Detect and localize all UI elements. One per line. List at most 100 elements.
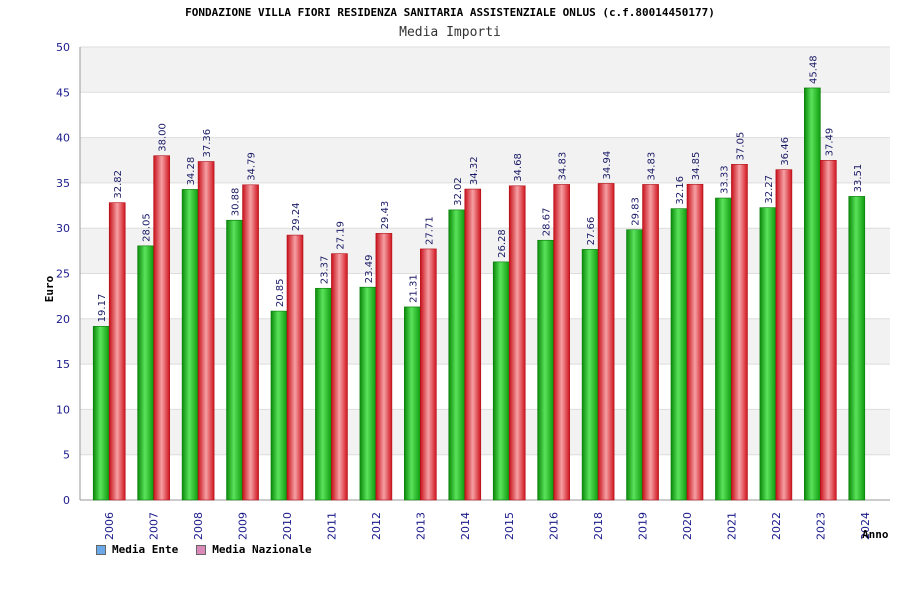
bar-media-nazionale: [731, 164, 748, 501]
x-tick-label: 2021: [725, 512, 738, 540]
y-tick-label: 15: [56, 358, 70, 371]
x-tick-label: 2013: [414, 512, 427, 540]
x-tick-label: 2019: [637, 512, 650, 540]
y-tick-label: 30: [56, 222, 70, 235]
data-label: 34.85: [691, 152, 702, 181]
y-tick-label: 35: [56, 177, 70, 190]
x-tick-label: 2024: [859, 512, 872, 540]
data-label: 29.24: [291, 202, 302, 231]
grid-band: [80, 318, 890, 365]
bar-media-ente: [226, 219, 243, 501]
y-tick-label: 10: [56, 403, 70, 416]
y-tick-label: 25: [56, 268, 70, 281]
x-tick-label: 2008: [192, 512, 205, 540]
bar-media-nazionale: [775, 169, 793, 501]
data-label: 33.51: [853, 164, 864, 193]
y-tick-label: 5: [63, 449, 70, 462]
x-tick-label: 2023: [814, 512, 827, 540]
bar-media-nazionale: [242, 184, 259, 501]
bar-media-ente: [181, 189, 199, 501]
grid-band: [80, 47, 890, 93]
bar-media-nazionale: [331, 253, 348, 501]
bar-media-ente: [404, 306, 421, 501]
bar-media-nazionale: [597, 183, 615, 501]
data-label: 34.94: [602, 151, 613, 180]
legend-item-media-nazionale: Media Nazionale: [196, 543, 312, 556]
grid-band: [80, 137, 890, 183]
y-tick-label: 50: [56, 41, 70, 54]
data-label: 29.43: [380, 201, 391, 230]
data-label: 37.49: [824, 128, 835, 157]
grid-band: [80, 409, 890, 455]
bar-media-ente: [804, 87, 821, 501]
grid-band: [80, 273, 890, 319]
legend-item-media-ente: Media Ente: [96, 543, 178, 556]
data-label: 33.33: [719, 165, 730, 194]
bar-media-ente: [448, 209, 466, 501]
y-axis-ticks: 0 5 10 15 20 25 30 35 40 45 50: [56, 41, 70, 507]
bar-media-nazionale: [508, 185, 526, 501]
grid-band: [80, 92, 890, 138]
bar-media-ente: [492, 261, 510, 501]
data-label: 34.83: [647, 152, 658, 181]
data-label: 37.36: [202, 129, 213, 158]
bar-media-ente: [359, 286, 377, 501]
data-label: 38.00: [158, 123, 169, 152]
bars: [92, 87, 866, 501]
bar-media-nazionale: [286, 234, 304, 501]
y-axis-label: Euro: [43, 275, 56, 302]
x-tick-label: 2020: [681, 512, 694, 540]
data-label: 34.79: [247, 152, 258, 181]
data-label: 27.19: [335, 221, 346, 250]
data-labels: 19.17 32.82 28.05 38.00 34.28 37.36 30.88 34.79…: [97, 55, 864, 322]
bar-media-nazionale: [197, 161, 215, 501]
bar-media-ente: [670, 208, 688, 501]
legend: Media Ente Media Nazionale: [96, 543, 312, 556]
bar-media-ente: [626, 229, 643, 501]
x-tick-label: 2012: [370, 512, 383, 540]
grid-band: [80, 364, 890, 410]
bar-media-nazionale: [820, 160, 837, 501]
x-tick-label: 2016: [548, 512, 561, 540]
grid-bands: [80, 47, 890, 500]
x-tick-label: 2007: [148, 512, 161, 540]
data-label: 28.05: [142, 213, 153, 242]
data-label: 32.82: [113, 170, 124, 199]
grid-lines: [79, 46, 890, 501]
data-label: 27.66: [586, 217, 597, 246]
x-tick-label: 2010: [281, 512, 294, 540]
data-label: 19.17: [97, 294, 108, 323]
data-label: 36.46: [780, 137, 791, 166]
x-tick-label: 2014: [459, 512, 472, 540]
data-label: 45.48: [808, 55, 819, 84]
bar-media-ente: [848, 196, 866, 501]
legend-swatch: [96, 544, 106, 555]
grid-band: [80, 182, 890, 229]
data-label: 37.05: [735, 132, 746, 161]
data-label: 26.28: [497, 229, 508, 258]
bar-media-nazionale: [420, 248, 437, 501]
data-label: 34.68: [513, 153, 524, 182]
data-label: 32.27: [764, 175, 775, 204]
chart-subtitle: Media Importi: [399, 25, 501, 40]
x-tick-label: 2009: [237, 512, 250, 540]
bar-media-nazionale: [642, 184, 659, 501]
data-label: 29.83: [631, 197, 642, 226]
x-tick-label: 2022: [770, 512, 783, 540]
legend-swatch: [196, 544, 207, 555]
y-tick-label: 40: [56, 132, 70, 145]
data-label: 32.02: [453, 177, 464, 206]
bar-media-ente: [315, 287, 332, 501]
x-tick-label: 2015: [503, 512, 516, 540]
data-label: 27.71: [424, 216, 435, 245]
y-tick-label: 45: [56, 86, 70, 99]
bar-media-nazionale: [153, 155, 170, 501]
grid-band: [80, 454, 890, 500]
bar-media-ente: [715, 197, 732, 501]
bar-media-nazionale: [686, 183, 704, 501]
data-label: 32.16: [675, 176, 686, 205]
data-label: 34.28: [186, 157, 197, 186]
bar-media-ente: [137, 245, 154, 501]
data-label: 34.32: [469, 156, 480, 185]
